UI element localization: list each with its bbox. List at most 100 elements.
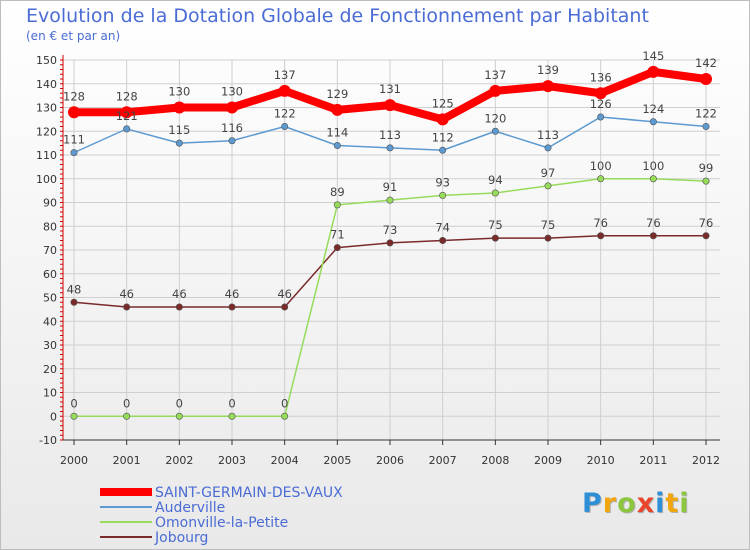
y-tick-label: 30	[43, 339, 57, 352]
legend-label: SAINT-GERMAIN-DES-VAUX	[155, 485, 343, 501]
data-point	[544, 234, 552, 242]
logo-letter: x	[636, 488, 656, 519]
data-label: 116	[221, 121, 243, 135]
x-tick-label: 2007	[429, 454, 457, 467]
data-point	[123, 412, 131, 420]
legend: SAINT-GERMAIN-DES-VAUXAudervilleOmonvill…	[100, 485, 343, 546]
data-point	[173, 101, 186, 114]
data-point	[120, 106, 133, 119]
data-point	[649, 232, 657, 240]
data-label: 115	[168, 123, 190, 137]
data-label: 73	[383, 223, 398, 237]
x-tick-label: 2010	[587, 454, 615, 467]
grid	[63, 59, 720, 441]
data-point	[489, 84, 502, 97]
data-label: 130	[221, 85, 243, 99]
data-labels: 48 46 46 46 46 71 73 74 75 75 76 76 76 0 0 0 0 0 89 91 93 94 9…	[63, 49, 717, 410]
data-point	[542, 80, 554, 93]
data-point	[123, 125, 131, 133]
y-tick-label: 20	[43, 363, 57, 376]
data-label: 128	[63, 89, 85, 103]
data-label: 113	[379, 128, 401, 142]
data-point	[491, 189, 499, 197]
data-label: 131	[379, 82, 401, 96]
data-label: 124	[642, 102, 664, 116]
logo-letter: i	[679, 488, 690, 519]
data-point	[436, 113, 449, 126]
data-point	[175, 303, 183, 311]
data-point	[544, 182, 552, 190]
x-tick-label: 2003	[218, 454, 246, 467]
y-tick-label: 150	[36, 54, 57, 67]
y-tick-label: 140	[36, 78, 57, 91]
data-label: 130	[168, 85, 190, 99]
axes: -10 0 10 20 30 40 50 60 70 80 90 100 110 120 130 140 150…	[36, 54, 720, 467]
data-point	[175, 412, 183, 420]
y-tick-label: 70	[43, 244, 57, 257]
data-point	[649, 175, 657, 183]
data-label: 126	[590, 97, 612, 111]
y-tick-label: 40	[43, 315, 57, 328]
data-label: 76	[646, 216, 661, 230]
logo-letter: P	[582, 488, 603, 519]
proxiti-logo: Proxiti	[582, 488, 690, 519]
data-point	[491, 234, 499, 242]
data-point	[333, 142, 341, 150]
y-tick-label: 110	[36, 149, 57, 162]
data-point	[68, 106, 80, 119]
data-label: 71	[330, 228, 345, 242]
data-label: 0	[70, 396, 77, 410]
legend-label: Auderville	[155, 500, 225, 516]
y-tick-label: 0	[50, 410, 57, 423]
data-point	[281, 412, 289, 420]
data-point	[597, 113, 605, 121]
data-point	[439, 237, 447, 245]
x-tick-label: 2000	[60, 454, 88, 467]
data-label: 91	[383, 180, 398, 194]
data-label: 114	[326, 126, 348, 140]
x-tick-label: 2004	[271, 454, 299, 467]
logo-letter: t	[665, 488, 680, 519]
data-point	[647, 65, 660, 78]
logo-letter: i	[655, 488, 666, 519]
data-point	[278, 84, 291, 97]
data-label: 125	[432, 96, 454, 110]
x-tick-label: 2012	[692, 454, 720, 467]
data-label: 111	[63, 133, 85, 147]
y-tick-label: 120	[36, 125, 57, 138]
data-point	[386, 144, 394, 152]
data-point	[70, 149, 78, 157]
data-point	[228, 303, 236, 311]
data-point	[597, 232, 605, 240]
data-label: 89	[330, 185, 345, 199]
data-label: 46	[225, 287, 240, 301]
data-point	[384, 99, 396, 112]
data-label: 93	[435, 175, 450, 189]
data-point	[700, 73, 712, 85]
data-point	[439, 191, 447, 199]
data-point	[228, 137, 236, 145]
data-label: 48	[67, 282, 82, 296]
legend-label: Jobourg	[154, 530, 208, 546]
data-label: 121	[116, 109, 138, 123]
data-label: 76	[699, 216, 714, 230]
logo-letter: r	[602, 488, 618, 519]
data-label: 46	[277, 287, 292, 301]
data-label: 100	[642, 159, 664, 173]
x-tick-label: 2002	[165, 454, 193, 467]
legend-label: Omonville-la-Petite	[155, 515, 288, 531]
data-point	[333, 244, 341, 252]
data-point	[594, 87, 607, 100]
data-label: 0	[176, 396, 183, 410]
data-label: 120	[484, 111, 506, 125]
data-point	[386, 196, 394, 204]
data-label: 74	[435, 221, 450, 235]
data-label: 142	[695, 56, 717, 70]
y-tick-label: -10	[39, 434, 57, 447]
data-label: 100	[590, 159, 612, 173]
data-label: 122	[695, 107, 717, 121]
y-tick-label: 80	[43, 220, 57, 233]
series-group	[68, 65, 712, 420]
